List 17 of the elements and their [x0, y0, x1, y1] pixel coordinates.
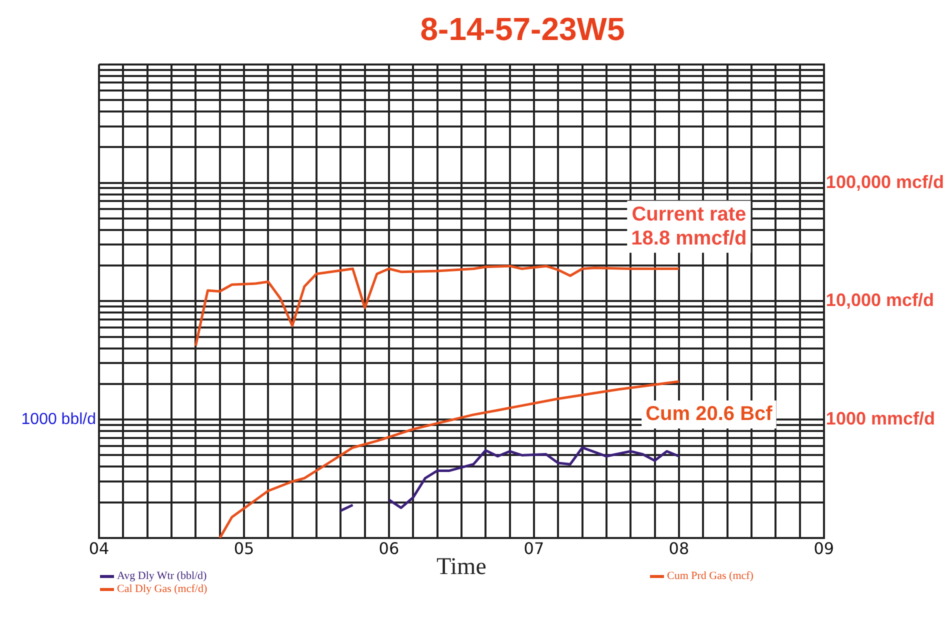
legend-label: Cal Dly Gas (mcf/d) — [117, 583, 208, 595]
x-tick-label: 05 — [234, 538, 254, 558]
legend-label: Avg Dly Wtr (bbl/d) — [117, 570, 207, 582]
legend-label: Cum Prd Gas (mcf) — [667, 570, 754, 582]
text: 1000 bbl/d — [21, 411, 96, 428]
y-tick-label: 100,000 mcf/d — [826, 172, 944, 192]
x-tick-label: 09 — [814, 538, 834, 558]
x-tick-label: 07 — [524, 538, 544, 558]
x-tick-label: 06 — [378, 538, 400, 558]
y-tick-label: 1000 mmcf/d — [826, 408, 935, 429]
annotation: Current rate 18.8 mmcf/d — [631, 203, 747, 250]
chart-title: 8-14-57-23W5 — [420, 11, 625, 48]
x-tick-label: 04 — [88, 538, 110, 558]
x-axis-title: Time — [436, 554, 486, 580]
annotation: Cum 20.6 Bcf — [646, 402, 773, 425]
y-tick-label: 10,000 mcf/d — [826, 290, 934, 310]
x-tick-label: 08 — [668, 538, 690, 558]
